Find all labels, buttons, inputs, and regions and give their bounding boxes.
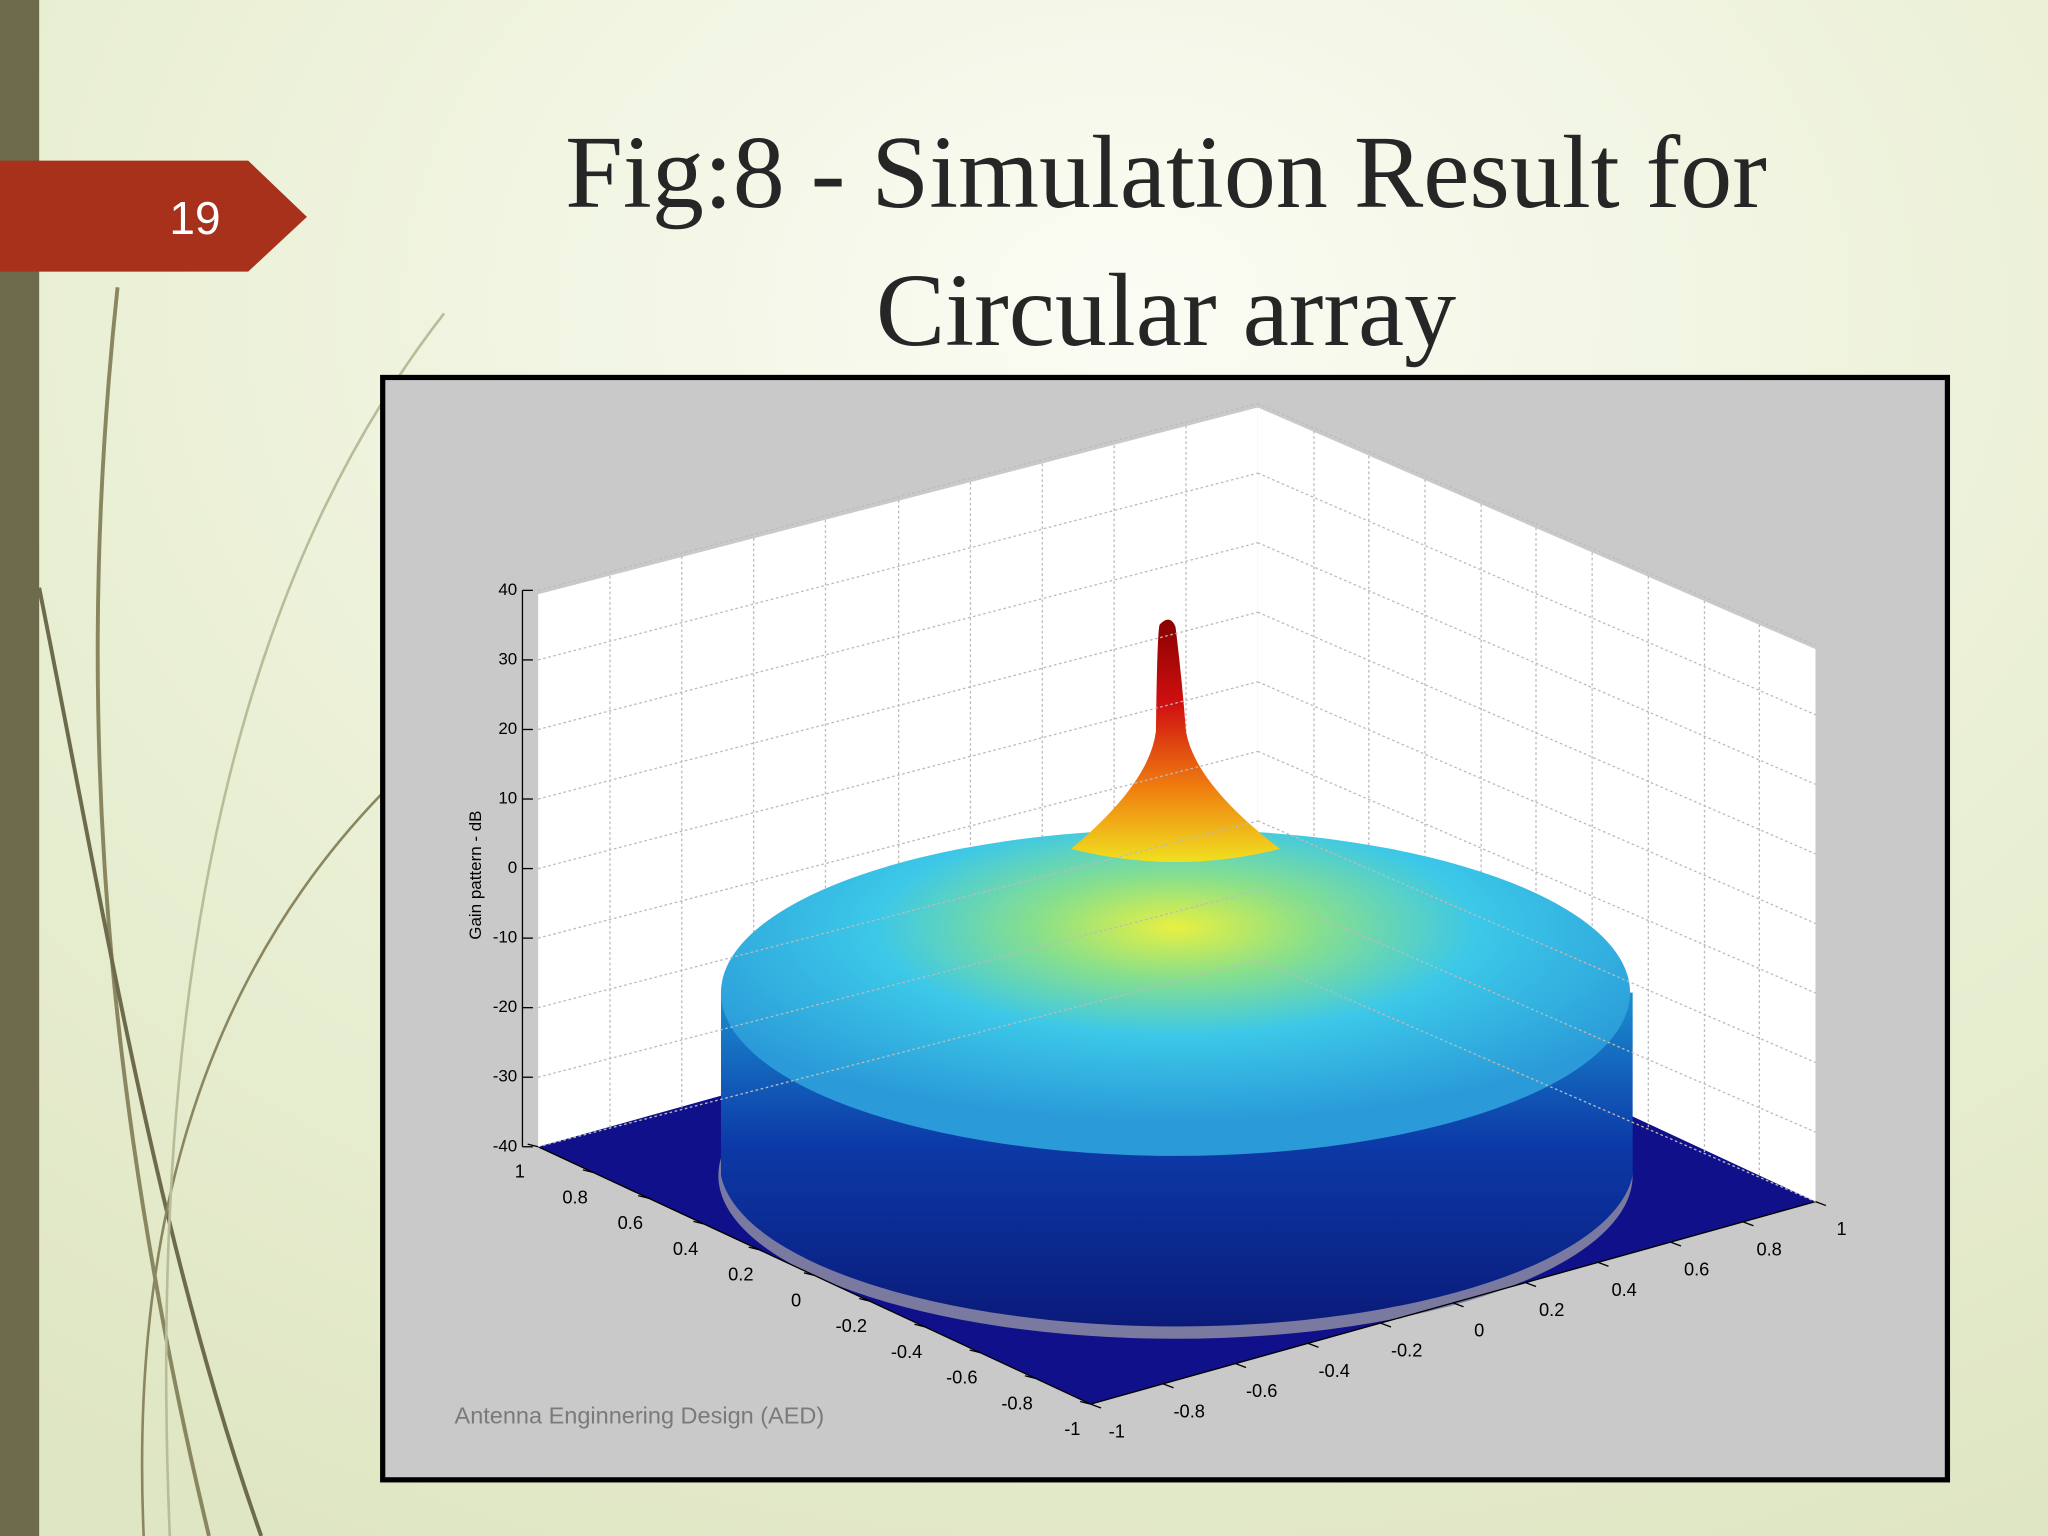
y-tick: [1380, 1322, 1392, 1328]
z-tick-label: 0: [508, 858, 517, 877]
slide-title: Fig:8 - Simulation Result for Circular a…: [565, 115, 1767, 368]
grid-line: [537, 889, 1258, 1078]
grid-line: [1257, 472, 1816, 716]
grid-line: [1257, 402, 1816, 646]
grid-line: [537, 402, 1258, 591]
x-tick-label: 0.8: [562, 1186, 587, 1207]
grid-line: [1257, 611, 1816, 855]
y-tick: [1307, 1342, 1319, 1348]
y-tick: [1815, 1201, 1827, 1207]
x-tick: [803, 1272, 815, 1277]
z-tick-label: -10: [493, 928, 518, 947]
y-tick-label: -0.2: [1391, 1340, 1422, 1361]
y-tick-label: 1: [1837, 1218, 1847, 1239]
grid-line: [1257, 820, 1816, 1064]
y-tick-label: -1: [1109, 1421, 1125, 1442]
y-tick: [1235, 1362, 1247, 1369]
watermark: Antenna Enginnering Design (AED): [455, 1402, 825, 1428]
grid-line: [537, 820, 1258, 1009]
x-tick: [748, 1246, 760, 1251]
y-tick: [1597, 1261, 1609, 1267]
x-tick-label: -0.4: [891, 1341, 922, 1362]
x-tick: [582, 1169, 594, 1174]
grid-line: [1257, 681, 1816, 925]
y-tick-label: 0.2: [1539, 1299, 1564, 1320]
grid-line: [537, 750, 1258, 939]
grid-line: [537, 472, 1258, 661]
y-tick-label: -0.8: [1173, 1400, 1204, 1421]
x-tick-label: -0.8: [1001, 1392, 1032, 1413]
x-tick: [1024, 1375, 1036, 1379]
z-tick-label: 40: [498, 580, 517, 599]
y-tick: [1742, 1221, 1754, 1227]
y-tick-label: 0.8: [1756, 1238, 1781, 1259]
grid-line: [537, 681, 1258, 870]
x-tick: [527, 1143, 539, 1148]
grid-line: [537, 611, 1258, 800]
grid-line: [1257, 959, 1816, 1203]
x-tick-label: 0: [791, 1289, 801, 1310]
x-tick: [638, 1194, 649, 1199]
x-tick-label: -1: [1064, 1418, 1080, 1439]
x-tick-label: -0.2: [836, 1315, 867, 1336]
x-tick-label: 0.6: [618, 1212, 643, 1233]
y-tick-label: 0.4: [1611, 1279, 1636, 1300]
x-tick: [859, 1297, 870, 1302]
surface-peak: [1071, 619, 1280, 863]
z-tick-label: -40: [493, 1136, 518, 1155]
surface: [718, 619, 1633, 1339]
surface-top: [720, 829, 1631, 1156]
grid-line: [1257, 750, 1816, 994]
grid-line: [1257, 889, 1816, 1133]
z-tick-label: 30: [498, 649, 517, 668]
z-tick-label: -30: [493, 1067, 518, 1086]
x-tick: [1080, 1400, 1091, 1405]
plot: Gain pattern - dB Antenna Enginnering De…: [455, 402, 1847, 1442]
z-tick-label: 10: [498, 789, 517, 808]
y-tick-label: -0.4: [1318, 1360, 1349, 1381]
x-tick: [693, 1220, 705, 1225]
y-tick-label: 0.6: [1684, 1259, 1709, 1280]
x-tick-label: 0.4: [673, 1238, 698, 1259]
z-tick-label: -20: [493, 997, 518, 1016]
y-tick-label: -0.6: [1246, 1380, 1277, 1401]
y-tick: [1525, 1282, 1537, 1288]
x-tick-label: 1: [515, 1161, 525, 1182]
y-tick: [1452, 1302, 1464, 1308]
z-axis-label: Gain pattern - dB: [466, 810, 485, 939]
grid-line: [537, 959, 1258, 1148]
y-tick: [1670, 1241, 1682, 1247]
x-tick: [969, 1349, 981, 1354]
grid-line: [1257, 542, 1816, 785]
slide-number: 19: [169, 192, 221, 244]
y-tick-label: 0: [1474, 1319, 1484, 1340]
decor-curves: [37, 287, 446, 1536]
x-tick-label: 0.2: [728, 1264, 753, 1285]
grid-line: [537, 542, 1258, 731]
z-tick-label: 20: [498, 719, 517, 738]
y-tick: [1162, 1383, 1174, 1389]
x-tick: [914, 1323, 926, 1328]
x-tick-label: -0.6: [946, 1367, 977, 1388]
slide-number-tab: [0, 160, 307, 272]
y-tick: [1090, 1403, 1102, 1409]
